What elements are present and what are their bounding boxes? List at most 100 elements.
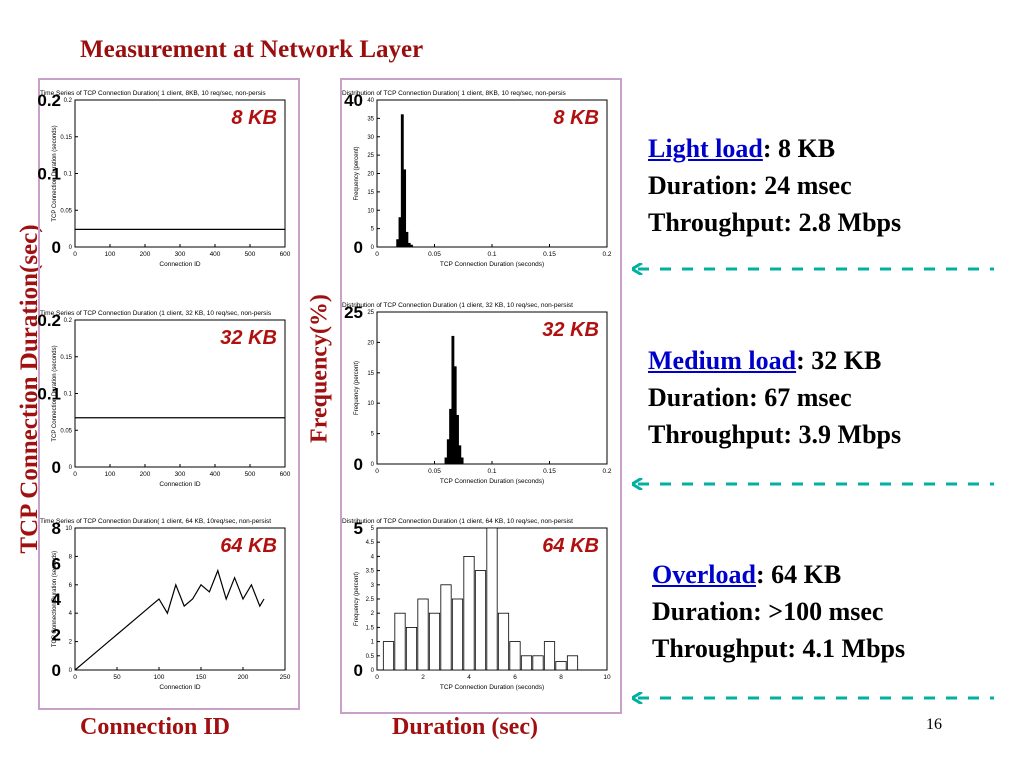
y-tick-label: 15 — [367, 371, 374, 377]
x-tick-label: 6 — [513, 674, 517, 681]
chart-ts-8kb: Time Series of TCP Connection Duration( … — [37, 90, 290, 268]
y-tick-label: 3.5 — [366, 569, 375, 575]
histogram-bar — [460, 457, 464, 465]
left-chart-panel — [38, 78, 300, 710]
x-axis-label: TCP Connection Duration (seconds) — [440, 261, 544, 268]
light-load-link[interactable]: Light load — [648, 134, 763, 163]
y-tick-label: 0.5 — [366, 654, 375, 660]
x-tick-label: 500 — [245, 471, 256, 478]
y-tick-label: 20 — [367, 172, 374, 178]
chart-title: Distribution of TCP Connection Duration … — [342, 518, 573, 525]
plot-area — [74, 527, 286, 671]
y-tick-label: 15 — [367, 190, 374, 196]
chart-title: Time Series of TCP Connection Duration( … — [40, 90, 266, 97]
y-tick-label: 0.1 — [64, 172, 73, 178]
histogram-bar — [407, 242, 411, 248]
x-tick-label: 200 — [140, 251, 151, 258]
x-tick-label: 0.2 — [602, 251, 611, 258]
y-tick-label: 10 — [367, 208, 374, 214]
y-tick-label: 4 — [69, 611, 73, 617]
x-axis-label: Connection ID — [159, 684, 200, 691]
x-tick-label: 100 — [154, 674, 165, 681]
chart-title: Distribution of TCP Connection Duration … — [342, 302, 573, 309]
chart-title: Distribution of TCP Connection Duration(… — [342, 90, 567, 97]
y-tick-label: 10 — [65, 526, 72, 532]
histogram-bar — [453, 366, 457, 465]
chart-title: Time Series of TCP Connection Duration (… — [40, 310, 272, 317]
x-tick-label: 300 — [175, 251, 186, 258]
big-y-label: 0.2 — [37, 311, 61, 330]
y-tick-label: 3 — [371, 583, 375, 589]
x-axis-label: Connection ID — [159, 261, 200, 268]
big-y-label: 25 — [344, 303, 363, 322]
histogram-bar — [405, 627, 418, 671]
x-tick-label: 2 — [421, 674, 425, 681]
arrow-left-icon — [632, 692, 994, 704]
histogram-bar — [566, 655, 579, 671]
y-axis-label: Frequency (percent) — [354, 146, 360, 200]
y-tick-label: 4.5 — [366, 540, 375, 546]
big-y-label: 0 — [52, 238, 61, 257]
x-tick-label: 0 — [73, 471, 77, 478]
chart-title: Time Series of TCP Connection Duration( … — [40, 518, 271, 525]
histogram-bar — [400, 114, 404, 248]
x-tick-label: 10 — [603, 674, 611, 681]
y-tick-label: 5 — [371, 432, 375, 438]
x-tick-label: 0.2 — [602, 468, 611, 475]
big-y-label: 2 — [52, 626, 61, 645]
histogram-bar — [394, 612, 406, 671]
plot-area — [376, 311, 608, 465]
load-info-overload: Overload: 64 KB Duration: >100 msec Thro… — [652, 556, 905, 667]
big-y-label: 0.2 — [37, 91, 61, 110]
histogram-bar — [456, 414, 459, 465]
big-y-label: 0 — [354, 661, 363, 680]
y-tick-label: 0 — [69, 668, 73, 674]
size-badge: 64 KB — [542, 535, 599, 557]
histogram-bar — [440, 584, 452, 671]
light-load-size: : 8 KB — [762, 134, 836, 163]
x-axis-label: TCP Connection Duration (seconds) — [440, 478, 544, 485]
x-tick-label: 0.05 — [428, 468, 441, 475]
x-tick-label: 0.05 — [428, 251, 441, 258]
histogram-bar — [520, 655, 533, 671]
y-tick-label: 40 — [367, 98, 374, 104]
y-tick-label: 25 — [367, 310, 374, 316]
size-badge: 8 KB — [231, 107, 277, 129]
y-tick-label: 0 — [371, 462, 375, 468]
big-y-label: 0 — [354, 455, 363, 474]
x-tick-label: 250 — [280, 674, 291, 681]
big-y-label: 5 — [354, 519, 363, 538]
slide-title: Measurement at Network Layer — [80, 36, 424, 63]
chart-ts-32kb: Time Series of TCP Connection Duration (… — [37, 310, 290, 488]
size-badge: 32 KB — [220, 327, 277, 349]
overload-link[interactable]: Overload — [652, 560, 756, 589]
histogram-bar — [463, 556, 475, 671]
histogram-bar — [486, 527, 498, 671]
y-tick-label: 0 — [371, 245, 375, 251]
y-tick-label: 35 — [367, 116, 374, 122]
histogram-bar — [458, 445, 462, 465]
y-tick-label: 0.2 — [64, 98, 73, 104]
x-tick-label: 0 — [375, 251, 379, 258]
x-tick-label: 150 — [196, 674, 207, 681]
y-tick-label: 2 — [371, 611, 375, 617]
y-tick-label: 0.15 — [60, 355, 72, 361]
medium-load-link[interactable]: Medium load — [648, 346, 797, 375]
histogram-bar — [449, 408, 453, 465]
arrow-left-icon — [632, 263, 994, 275]
medium-load-size: : 32 KB — [796, 346, 882, 375]
size-badge: 8 KB — [553, 107, 599, 129]
y-tick-label: 2 — [69, 640, 73, 646]
load-info-light: Light load: 8 KB Duration: 24 msec Throu… — [648, 130, 901, 241]
middle-axis-label: Frequency(%) — [306, 294, 333, 443]
x-tick-label: 0.1 — [487, 468, 496, 475]
big-y-label: 6 — [52, 555, 61, 574]
chart-ts-64kb: Time Series of TCP Connection Duration( … — [40, 518, 291, 691]
histogram-bar — [396, 239, 400, 248]
x-tick-label: 50 — [113, 674, 121, 681]
big-y-label: 0 — [52, 458, 61, 477]
medium-load-duration: Duration: 67 msec — [648, 383, 852, 412]
histogram-bar — [451, 598, 464, 671]
x-tick-label: 500 — [245, 251, 256, 258]
